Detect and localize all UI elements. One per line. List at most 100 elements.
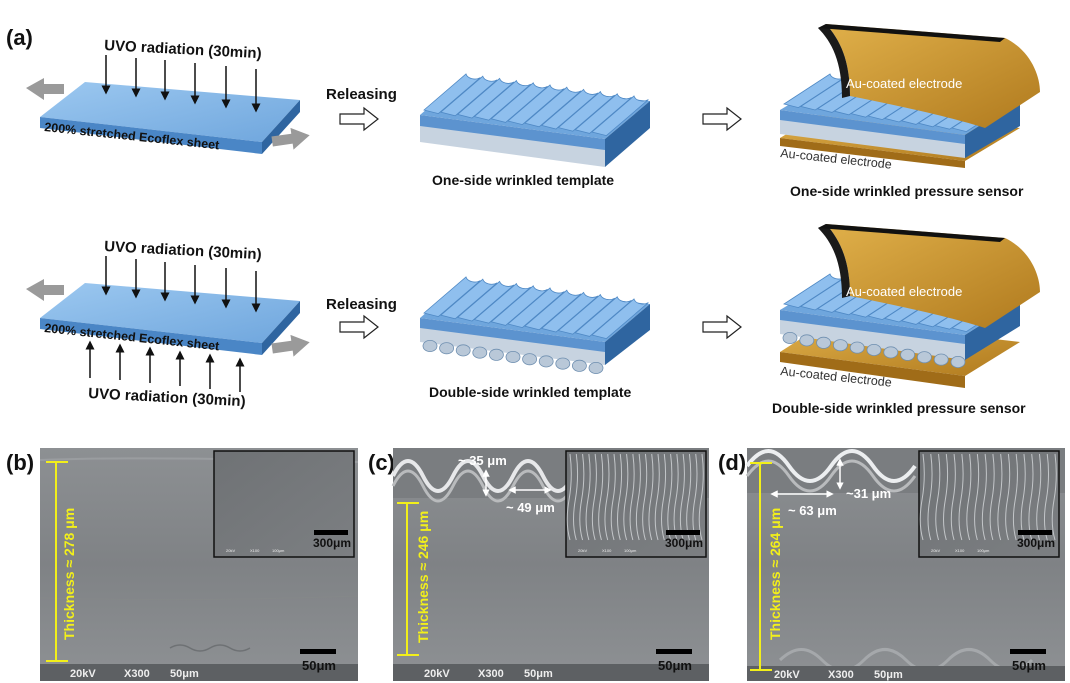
wrinkle-ridge bbox=[849, 341, 865, 354]
wrinkle-stripe bbox=[679, 453, 685, 541]
wrinkle-stripe bbox=[686, 453, 692, 541]
wrinkle-ridge bbox=[917, 351, 932, 364]
wrinkle-ridge bbox=[439, 75, 498, 117]
panel-a-label: (a) bbox=[6, 25, 33, 50]
stretch-arrow-left-icon bbox=[26, 78, 64, 100]
wrinkle-ridge bbox=[507, 287, 565, 329]
wrinkle-stripe bbox=[610, 453, 616, 541]
panel-d-scale: 50μm bbox=[1012, 658, 1046, 673]
wrinkle-ridge bbox=[473, 79, 532, 121]
panel-d-inset-footer-mag: X100 bbox=[955, 548, 965, 553]
row2-stretched-sheet bbox=[26, 279, 310, 357]
row2-next-arrow-icon bbox=[702, 314, 742, 340]
panel-c-label: (c) bbox=[368, 450, 395, 475]
row2-electrode-top-label: Au-coated electrode bbox=[846, 284, 962, 299]
wrinkle-stripe bbox=[566, 453, 572, 541]
row1-next-arrow-icon bbox=[702, 106, 742, 132]
wrinkle-stripe bbox=[1012, 453, 1018, 541]
row2-pressure-sensor bbox=[780, 224, 1040, 388]
panel-c-footer-mag: X300 bbox=[478, 668, 504, 680]
panel-c-footer-bar: 50μm bbox=[524, 668, 553, 680]
row2-uvo-arrows-top bbox=[101, 256, 261, 313]
wrinkle-ridge bbox=[439, 342, 455, 355]
panel-d-footer-kv: 20kV bbox=[774, 669, 800, 681]
wrinkle-stripe bbox=[989, 453, 995, 541]
wrinkle-stripe bbox=[591, 453, 597, 541]
wrinkle-ridge bbox=[423, 276, 481, 318]
wrinkle-stripe bbox=[629, 453, 635, 541]
wrinkle-stripe bbox=[966, 453, 972, 541]
wrinkle-ridge bbox=[523, 289, 582, 331]
panel-b-label: (b) bbox=[6, 450, 34, 475]
row2-uvo-top-label: UVO radiation (30min) bbox=[104, 238, 262, 263]
panel-b-inset-footer-kv: 20kV bbox=[226, 548, 235, 553]
panel-d-wavelength: ~ 63 μm bbox=[788, 503, 837, 518]
panel-b-scale: 50μm bbox=[302, 658, 336, 673]
wrinkle-ridge bbox=[572, 359, 587, 372]
stretch-arrow-right-icon bbox=[271, 127, 310, 150]
wrinkle-ridge bbox=[439, 278, 498, 320]
wrinkle-ridge bbox=[557, 293, 616, 335]
wrinkle-ridge bbox=[557, 90, 616, 132]
panel-c-scale: 50μm bbox=[658, 658, 692, 673]
panel-b-inset-footer-mag: X100 bbox=[250, 548, 260, 553]
panel-b-footer-mag: X300 bbox=[124, 668, 150, 680]
row2-uvo-arrows-bottom bbox=[85, 340, 245, 392]
panel-d-sem-image bbox=[745, 448, 1065, 681]
wrinkle-stripe bbox=[1036, 453, 1042, 541]
wrinkle-stripe bbox=[598, 453, 604, 541]
stretch-arrow-right-icon bbox=[271, 334, 310, 357]
wrinkle-ridge bbox=[490, 82, 548, 123]
panel-c-sem-image bbox=[391, 448, 709, 681]
wrinkle-ridge bbox=[950, 355, 966, 368]
panel-d-footer-bar: 50μm bbox=[874, 669, 903, 681]
wrinkle-ridge bbox=[591, 298, 649, 340]
wrinkle-stripe bbox=[661, 453, 667, 541]
row1-pressure-sensor bbox=[780, 24, 1040, 168]
wrinkle-ridge bbox=[422, 339, 438, 352]
wrinkle-ridge bbox=[473, 282, 532, 324]
wrinkle-stripe bbox=[698, 453, 704, 541]
panel-d-amplitude: ~31 μm bbox=[846, 486, 891, 501]
wrinkle-stripe bbox=[1020, 453, 1026, 541]
row1-uvo-arrows bbox=[101, 55, 261, 113]
wrinkle-ridge bbox=[555, 357, 571, 370]
panel-c-inset-scale: 300μm bbox=[665, 536, 703, 550]
wrinkle-ridge bbox=[933, 353, 949, 366]
wrinkle-stripe bbox=[919, 453, 925, 541]
wrinkle-stripe bbox=[617, 453, 623, 541]
wrinkle-ridge bbox=[591, 95, 649, 137]
wrinkle-stripe bbox=[573, 453, 579, 541]
wrinkle-stripe bbox=[927, 453, 933, 541]
wrinkle-stripe bbox=[958, 453, 964, 541]
panel-c-inset-footer-bar: 100μm bbox=[624, 548, 637, 553]
wrinkle-stripe bbox=[943, 453, 949, 541]
panel-b-footer-kv: 20kV bbox=[70, 668, 96, 680]
wrinkle-ridge bbox=[490, 285, 548, 326]
panel-b-inset-footer-bar: 100μm bbox=[272, 548, 285, 553]
wrinkle-ridge bbox=[574, 93, 632, 134]
wrinkle-stripe bbox=[1043, 453, 1050, 541]
wrinkle-stripe bbox=[635, 453, 641, 541]
row2-sensor-caption: Double-side wrinkled pressure sensor bbox=[772, 400, 1026, 416]
wrinkle-stripe bbox=[604, 453, 610, 541]
wrinkle-ridge bbox=[588, 361, 604, 374]
row2-template-caption: Double-side wrinkled template bbox=[429, 384, 631, 400]
panel-d-inset-footer-kv: 20kV bbox=[931, 548, 940, 553]
row1-wrinkled-template bbox=[420, 73, 650, 167]
panel-d-inset-footer-bar: 100μm bbox=[977, 548, 990, 553]
wrinkle-ridge bbox=[540, 291, 599, 333]
stretch-arrow-left-icon bbox=[26, 279, 64, 301]
wrinkle-ridge bbox=[540, 88, 599, 130]
row1-release-arrow-icon bbox=[339, 106, 379, 132]
wrinkle-ridge bbox=[883, 346, 899, 359]
row1-sensor-caption: One-side wrinkled pressure sensor bbox=[790, 183, 1024, 199]
wrinkle-stripe bbox=[654, 453, 660, 541]
wrinkle-stripe bbox=[997, 453, 1003, 541]
row2-releasing-label: Releasing bbox=[326, 296, 397, 313]
panel-c-footer-kv: 20kV bbox=[424, 668, 450, 680]
panel-d-thickness: Thickness ≈ 264 μm bbox=[767, 508, 783, 640]
row2-uvo-bottom-label: UVO radiation (30min) bbox=[88, 385, 246, 410]
wrinkle-ridge bbox=[833, 339, 848, 352]
